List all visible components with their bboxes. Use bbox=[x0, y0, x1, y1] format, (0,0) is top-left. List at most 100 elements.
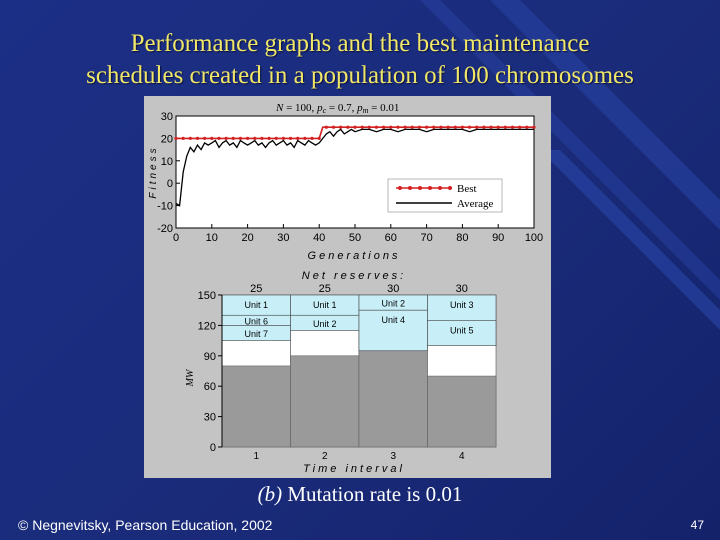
series-best-point bbox=[210, 136, 214, 140]
series-best-point bbox=[281, 136, 285, 140]
schedule-x-tick-label: 2 bbox=[322, 451, 328, 462]
fitness-x-tick-label: 70 bbox=[420, 232, 432, 244]
schedule-y-tick-label: 30 bbox=[204, 412, 216, 424]
fitness-x-tick-label: 10 bbox=[206, 232, 218, 244]
maintenance-unit-label: Unit 3 bbox=[450, 300, 474, 310]
fitness-y-axis-label: Fitness bbox=[148, 145, 159, 198]
series-best-point bbox=[267, 136, 271, 140]
schedule-y-axis-label: MW bbox=[185, 368, 196, 387]
maintenance-unit-label: Unit 6 bbox=[244, 316, 268, 326]
series-best-point bbox=[425, 125, 429, 129]
schedule-x-tick-label: 3 bbox=[390, 451, 396, 462]
series-best-point bbox=[195, 136, 200, 140]
net-reserve-value: 25 bbox=[319, 283, 331, 295]
slide-title-line-2: schedules created in a population of 100… bbox=[86, 62, 634, 89]
series-best-point bbox=[489, 125, 493, 129]
series-best-point bbox=[174, 136, 178, 140]
maintenance-unit-label: Unit 1 bbox=[244, 300, 268, 310]
series-best-point bbox=[360, 125, 364, 129]
fitness-x-tick-label: 50 bbox=[349, 232, 361, 244]
maintenance-unit-label: Unit 1 bbox=[313, 300, 337, 310]
series-best-point bbox=[432, 125, 436, 129]
series-best-point bbox=[231, 136, 235, 140]
series-best-point bbox=[181, 136, 185, 140]
fitness-x-axis-label: Generations bbox=[308, 250, 401, 262]
figure-canvas: N = 100, pc = 0.7, pm = 0.01 -20-1001020… bbox=[148, 102, 543, 475]
interval-load-bar bbox=[221, 365, 291, 448]
series-best-point bbox=[346, 125, 350, 129]
series-best-point bbox=[382, 125, 386, 129]
series-best-point bbox=[339, 125, 343, 129]
series-best-point bbox=[353, 125, 357, 129]
series-best-point bbox=[246, 136, 250, 140]
fitness-y-tick-label: 0 bbox=[167, 178, 173, 190]
fitness-x-tick-label: 40 bbox=[313, 232, 325, 244]
net-reserves-title: Net reserves: bbox=[302, 270, 406, 282]
fitness-y-tick-label: 30 bbox=[161, 111, 173, 123]
series-best-point bbox=[417, 125, 422, 129]
series-best-point bbox=[217, 136, 221, 140]
series-best-point bbox=[253, 136, 257, 140]
series-best-point bbox=[310, 136, 314, 140]
series-best-point bbox=[288, 136, 293, 140]
figure-panel: N = 100, pc = 0.7, pm = 0.01 -20 -10 0 10 20… bbox=[144, 96, 551, 478]
series-best-point bbox=[525, 125, 529, 129]
fitness-y-tick-label: -10 bbox=[157, 201, 173, 213]
maintenance-unit-block bbox=[427, 294, 497, 321]
series-best-point bbox=[224, 136, 228, 140]
schedule-x-tick-label: 1 bbox=[253, 451, 259, 462]
net-reserve-value: 25 bbox=[250, 283, 262, 295]
caption-label: (b) bbox=[257, 482, 283, 506]
series-best-point bbox=[274, 136, 278, 140]
series-best-point bbox=[482, 125, 486, 129]
series-best-point bbox=[475, 125, 479, 129]
series-best-point bbox=[532, 125, 536, 129]
series-best-point bbox=[460, 125, 464, 129]
interval-load-bar bbox=[427, 375, 497, 448]
fitness-legend: Best Average bbox=[387, 178, 503, 213]
maintenance-unit-label: Unit 7 bbox=[244, 329, 268, 339]
fitness-chart: N = 100, pc = 0.7, pm = 0.01 -20 -10 0 10 20… bbox=[148, 102, 543, 262]
interval-load-bar bbox=[358, 350, 428, 448]
series-best-point bbox=[410, 125, 414, 129]
maintenance-unit-label: Unit 4 bbox=[381, 315, 405, 325]
series-average-line bbox=[175, 128, 534, 207]
fitness-x-tick-label: 60 bbox=[385, 232, 397, 244]
fitness-x-tick-label: 30 bbox=[277, 232, 289, 244]
series-best-point bbox=[303, 136, 307, 140]
maintenance-unit-label: Unit 2 bbox=[381, 299, 405, 309]
fitness-x-tick-label: 0 bbox=[173, 232, 179, 244]
series-best-point bbox=[496, 125, 500, 129]
slide-title-line-1: Performance graphs and the best maintena… bbox=[130, 30, 590, 57]
schedule-x-axis-label: Time interval bbox=[303, 463, 405, 475]
series-best-point bbox=[518, 125, 522, 129]
legend-best-label: Best bbox=[457, 183, 477, 195]
schedule-y-tick-label: 0 bbox=[210, 442, 216, 454]
maintenance-unit-label: Unit 2 bbox=[313, 319, 337, 329]
series-best-point bbox=[453, 125, 457, 129]
maintenance-unit-block bbox=[427, 320, 497, 346]
interval-load-bar bbox=[290, 355, 360, 448]
fitness-x-tick-label: 90 bbox=[492, 232, 504, 244]
fitness-x-tick-label: 80 bbox=[456, 232, 468, 244]
fitness-x-tick-label: 100 bbox=[525, 232, 543, 244]
schedule-x-tick-label: 4 bbox=[459, 451, 465, 462]
series-best-point bbox=[238, 136, 243, 140]
series-best-point bbox=[503, 125, 507, 129]
series-best-point bbox=[467, 125, 472, 129]
net-reserve-value: 30 bbox=[387, 283, 399, 295]
series-best-point bbox=[439, 125, 443, 129]
series-best-point bbox=[317, 136, 321, 140]
schedule-y-tick-label: 150 bbox=[198, 290, 216, 302]
series-best-point bbox=[296, 136, 300, 140]
net-reserve-value: 30 bbox=[456, 283, 468, 295]
copyright-footer: © Negnevitsky, Pearson Education, 2002 bbox=[18, 517, 273, 533]
slide-title: Performance graphs and the best maintena… bbox=[0, 28, 720, 92]
series-best-point bbox=[396, 125, 400, 129]
schedule-y-tick-label: 120 bbox=[198, 320, 216, 332]
series-best-point bbox=[403, 125, 407, 129]
fitness-y-tick-label: 10 bbox=[161, 156, 173, 168]
series-best-point bbox=[203, 136, 207, 140]
fitness-y-tick-label: -20 bbox=[157, 223, 173, 235]
